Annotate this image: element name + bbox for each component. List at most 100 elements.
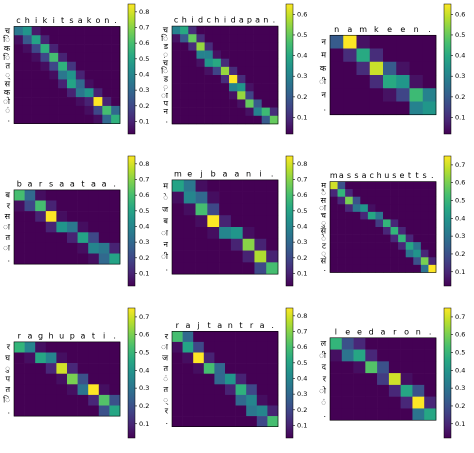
heatmap-cell	[182, 373, 194, 385]
heatmap-cell	[98, 189, 110, 201]
heatmap-cell	[67, 26, 77, 36]
heatmap-cell	[269, 34, 279, 43]
heatmap-cell	[98, 232, 110, 244]
heatmap-cell	[204, 107, 214, 117]
heatmap-cell	[14, 70, 24, 80]
colorbar	[443, 307, 452, 439]
heatmap-cell	[269, 91, 279, 100]
heatmap-cell	[40, 105, 50, 116]
heatmap-cell	[405, 189, 414, 198]
heatmap-cell	[398, 234, 407, 243]
heatmap-cell	[88, 200, 100, 212]
y-tick-label: ि	[3, 34, 10, 44]
heatmap-cell	[45, 405, 57, 417]
heatmap-cell	[388, 361, 401, 374]
heatmap-cell	[235, 405, 247, 417]
heatmap-cell	[253, 58, 262, 68]
x-tick-label: b	[17, 179, 22, 188]
heatmap-cell	[353, 337, 366, 350]
heatmap-cell	[253, 107, 262, 117]
heatmap-cell	[93, 105, 103, 116]
heatmap-cell	[14, 44, 24, 54]
heatmap-cell	[261, 91, 271, 100]
heatmap-cell	[31, 114, 41, 124]
x-tick-label: a	[185, 321, 190, 330]
heatmap-cell	[77, 363, 89, 374]
heatmap-cell	[405, 227, 414, 235]
heatmap-cell	[360, 196, 369, 205]
heatmap-cell	[203, 394, 215, 406]
y-tick-label: ा	[161, 343, 169, 352]
x-tick-label: a	[27, 331, 32, 340]
heatmap-cell	[188, 91, 197, 100]
heatmap-cell	[212, 107, 222, 117]
heatmap-cell	[253, 115, 262, 125]
colorbar-tick-label: 0.6	[139, 191, 149, 199]
heatmap-cell	[22, 52, 32, 63]
heatmap-cell	[22, 79, 32, 89]
heatmap-cell	[172, 363, 183, 374]
heatmap-cell	[345, 234, 354, 243]
y-tick-label: ा	[161, 91, 169, 100]
colorbar-tick-label: 0.8	[139, 8, 149, 16]
heatmap-cell	[269, 115, 279, 125]
heatmap-cell	[345, 219, 354, 228]
heatmap-cell	[35, 384, 47, 396]
heatmap-cell	[269, 26, 279, 35]
heatmap: b a r s a a t a a .बरसाता.0.10.20.30.40.50.60.70.…	[3, 155, 149, 287]
y-tick-label: त	[5, 62, 10, 71]
heatmap-cell	[219, 238, 232, 251]
heatmap-cell	[40, 114, 50, 124]
heatmap-cell	[35, 200, 47, 212]
heatmap-cell	[35, 341, 47, 353]
heatmap-cell	[58, 70, 68, 80]
heatmap-cell	[204, 42, 214, 51]
heatmap-cell	[49, 114, 59, 124]
heatmap-cell	[330, 373, 343, 386]
colorbar-tick-label: 0.1	[455, 420, 465, 428]
heatmap-cell	[261, 26, 271, 35]
heatmap-cell	[172, 34, 181, 43]
heatmap-cell	[172, 179, 185, 192]
heatmap-cell	[383, 234, 391, 243]
heatmap-cell	[266, 203, 279, 216]
heatmap-cell	[245, 107, 254, 117]
heatmap-cell	[330, 384, 343, 397]
heatmap-cell	[195, 215, 208, 228]
x-tick-label: a	[91, 179, 96, 188]
y-tick-label: ो	[319, 385, 327, 395]
heatmap-cell	[365, 349, 378, 362]
heatmap-cell	[398, 257, 407, 266]
heatmap-cell	[367, 219, 376, 228]
heatmap-cell	[383, 75, 397, 89]
heatmap-cell	[420, 257, 429, 266]
heatmap-cell	[67, 200, 78, 212]
y-tick-label: च	[163, 58, 169, 67]
heatmap-cell	[98, 405, 110, 417]
heatmap-cell	[261, 66, 271, 76]
heatmap-cell	[111, 61, 121, 71]
heatmap-cell	[56, 200, 68, 212]
x-tick-label: a	[59, 179, 64, 188]
heatmap-cell	[420, 189, 429, 198]
y-tick-label: ड	[163, 42, 169, 51]
heatmap-cell	[390, 242, 399, 251]
heatmap-cell	[341, 373, 354, 386]
heatmap-cell	[345, 211, 354, 220]
heatmap-cell	[219, 191, 232, 204]
heatmap-cell	[356, 101, 371, 116]
heatmap-cell	[237, 83, 246, 92]
heatmap-cell	[245, 50, 254, 59]
heatmap-cell	[24, 405, 36, 417]
heatmap-cell	[383, 196, 391, 205]
heatmap-cell	[337, 227, 346, 235]
heatmap-cell	[242, 250, 255, 263]
y-tick-label: च	[321, 211, 327, 220]
heatmap-cell	[196, 42, 205, 51]
x-tick-label: a	[260, 321, 265, 330]
heatmap-cell	[172, 75, 181, 84]
heatmap-cell	[225, 341, 236, 353]
heatmap-cell	[14, 35, 24, 45]
y-tick-label: स	[321, 196, 327, 205]
heatmap-cell	[398, 211, 407, 220]
